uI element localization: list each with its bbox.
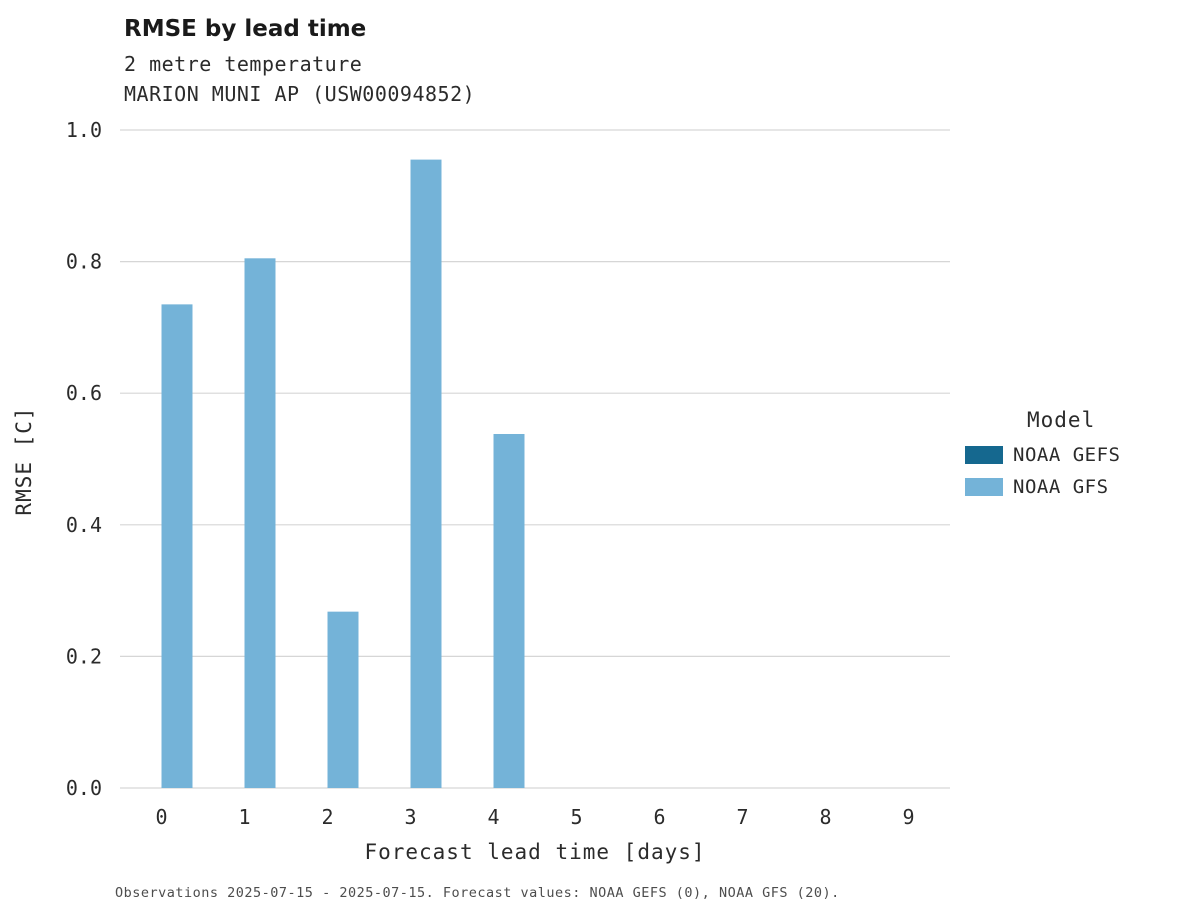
bar-noaa-gfs-1: [244, 258, 276, 788]
x-tick-label: 4: [487, 805, 499, 829]
legend-label-noaa-gefs: NOAA GEFS: [1013, 444, 1121, 466]
y-tick-label: 0.8: [66, 250, 102, 274]
legend-entry-noaa-gefs: NOAA GEFS: [965, 444, 1180, 466]
legend-entry-noaa-gfs: NOAA GFS: [965, 476, 1180, 498]
y-tick-label: 1.0: [66, 118, 102, 142]
legend-swatch-noaa-gfs: [965, 478, 1003, 496]
x-tick-label: 7: [736, 805, 748, 829]
legend-title: Model: [1027, 408, 1096, 432]
legend-label-noaa-gfs: NOAA GFS: [1013, 476, 1109, 498]
y-tick-label: 0.0: [66, 776, 102, 800]
y-tick-label: 0.6: [66, 381, 102, 405]
bar-noaa-gfs-2: [327, 611, 359, 788]
x-tick-label: 5: [570, 805, 582, 829]
x-tick-label: 2: [321, 805, 333, 829]
bar-noaa-gfs-4: [493, 433, 525, 788]
x-tick-label: 0: [155, 805, 167, 829]
bar-noaa-gfs-0: [161, 304, 193, 788]
chart-title: RMSE by lead time: [124, 16, 367, 42]
chart-subtitle-variable: 2 metre temperature: [124, 52, 363, 76]
footer-caption: Observations 2025-07-15 - 2025-07-15. Fo…: [115, 885, 840, 901]
y-tick-label: 0.4: [66, 513, 102, 537]
x-axis-label: Forecast lead time [days]: [364, 840, 706, 864]
x-tick-label: 1: [238, 805, 250, 829]
chart-subtitle-station: MARION MUNI AP (USW00094852): [124, 82, 476, 106]
legend-swatch-noaa-gefs: [965, 446, 1003, 464]
x-tick-label: 6: [653, 805, 665, 829]
x-tick-label: 3: [404, 805, 416, 829]
legend: Model NOAA GEFS NOAA GFS: [965, 408, 1180, 508]
bar-noaa-gfs-3: [410, 159, 442, 789]
x-tick-label: 8: [819, 805, 831, 829]
y-tick-label: 0.2: [66, 644, 102, 668]
y-axis-label: RMSE [C]: [12, 406, 36, 516]
x-tick-label: 9: [902, 805, 914, 829]
